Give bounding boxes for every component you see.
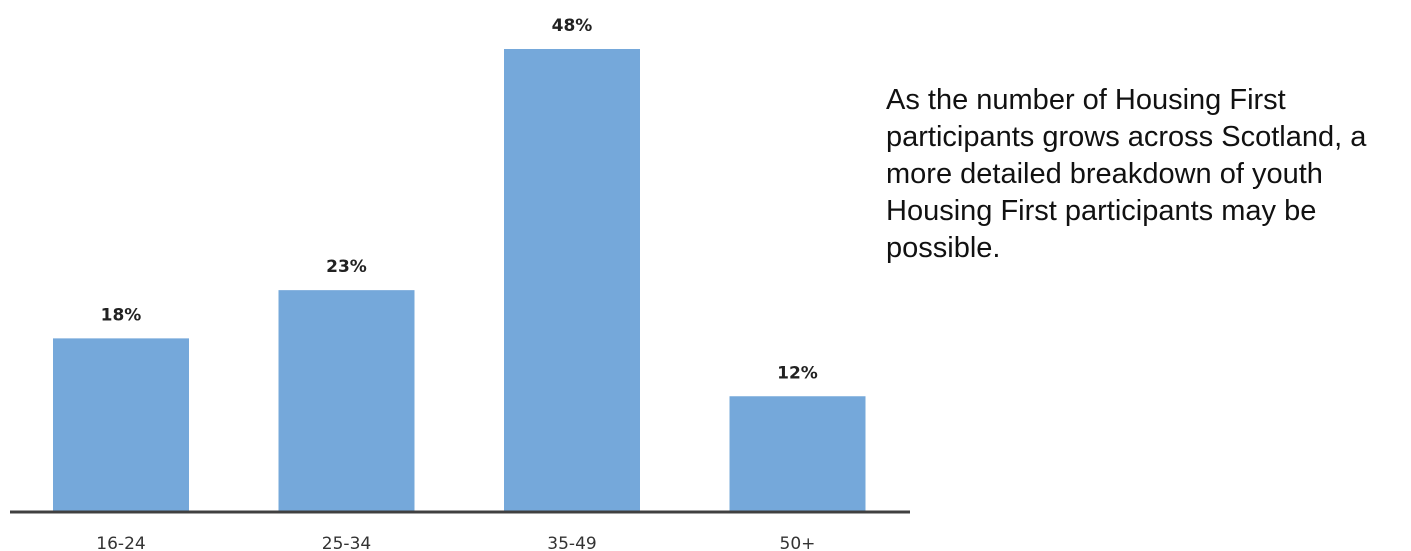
- bar-value-label: 23%: [326, 257, 367, 277]
- x-tick-label: 25-34: [322, 534, 371, 551]
- bar-16-24: [53, 338, 189, 512]
- x-axis-tick-labels: 16-24 25-34 35-49 50+: [96, 534, 815, 551]
- bar-35-49: [504, 49, 640, 512]
- bar-value-label: 12%: [777, 363, 818, 383]
- x-tick-label: 16-24: [96, 534, 145, 551]
- bar-50+: [729, 396, 866, 512]
- bar-25-34: [278, 290, 415, 512]
- x-tick-label: 35-49: [547, 534, 596, 551]
- x-tick-label: 50+: [780, 534, 816, 551]
- bar-value-label: 48%: [552, 16, 593, 36]
- bars-group: [53, 49, 866, 512]
- bar-value-label: 18%: [101, 305, 142, 325]
- side-description-text: As the number of Housing First participa…: [886, 84, 1367, 264]
- bar-chart: 18% 23% 48% 12% 16-24 25-34 35-49 50+: [10, 16, 910, 551]
- bar-value-labels: 18% 23% 48% 12%: [101, 16, 818, 383]
